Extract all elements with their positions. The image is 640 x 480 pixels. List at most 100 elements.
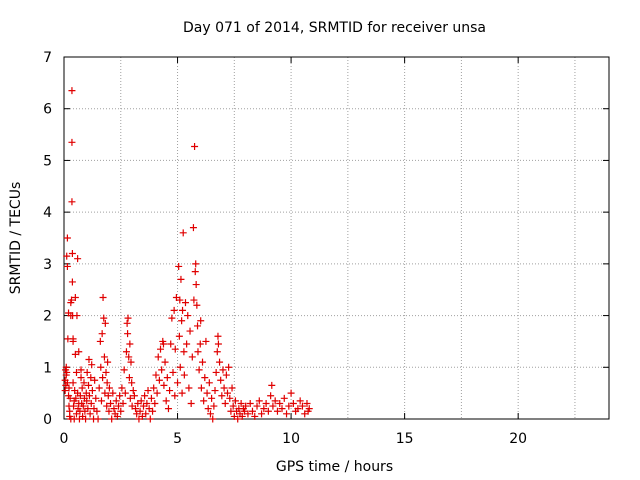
data-point [97,363,105,371]
data-point [70,402,78,410]
data-point [283,410,291,418]
data-point [193,301,201,309]
data-point [180,371,188,379]
data-point [167,340,175,348]
data-series-srmtid [61,87,313,423]
data-point [176,296,184,304]
data-point [63,368,71,376]
data-point [197,317,205,325]
data-point [124,314,132,322]
data-point [190,296,198,304]
data-point [136,407,144,415]
y-tick-label: 0 [43,412,52,428]
data-point [120,366,128,374]
data-point [105,384,113,392]
data-point [195,366,203,374]
data-point [92,394,100,402]
data-point [294,405,302,413]
data-point [187,399,195,407]
data-point [287,389,295,397]
data-point [185,384,193,392]
data-point [161,358,169,366]
data-point [181,299,189,307]
data-point [100,353,108,361]
data-point [95,384,103,392]
data-point [67,296,75,304]
data-point [255,397,263,405]
data-point [121,389,129,397]
data-point [119,399,127,407]
data-point [191,268,199,276]
data-point [103,379,111,387]
data-point [69,379,77,387]
data-point [262,399,270,407]
data-point [143,399,151,407]
y-tick-label: 4 [43,205,52,221]
data-point [271,397,279,405]
x-tick-label: 15 [396,431,414,447]
data-point [192,281,200,289]
data-point [85,381,93,389]
data-point [178,389,186,397]
data-point [63,234,71,242]
data-point [93,407,101,415]
data-point [160,381,168,389]
data-point [83,368,91,376]
data-point [234,415,242,423]
data-point [149,407,157,415]
y-tick-label: 3 [43,257,52,273]
data-point [222,371,230,379]
data-point [151,399,159,407]
data-point [68,138,76,146]
data-point [219,366,227,374]
data-point [68,198,76,206]
y-tick-label: 1 [43,360,52,376]
data-point [177,275,185,283]
data-point [278,405,286,413]
data-point [63,262,71,270]
data-point [260,405,268,413]
data-point [75,348,83,356]
data-point [73,312,81,320]
data-point [68,278,76,286]
data-point [76,392,84,400]
data-point [179,306,187,314]
data-point [105,407,113,415]
data-point [208,394,216,402]
data-point [228,384,236,392]
data-point [80,379,88,387]
data-point [109,389,117,397]
data-point [146,415,154,423]
data-point [242,402,250,410]
data-point [158,366,166,374]
data-point [203,389,211,397]
data-point [141,392,149,400]
data-point [289,399,297,407]
data-point [72,368,80,376]
data-point [202,337,210,345]
data-point [186,327,194,335]
data-point [218,392,226,400]
x-axis-ticks: 0 5 10 15 20 [60,57,527,447]
data-point [171,345,179,353]
data-point [244,410,252,418]
data-point [101,319,109,327]
data-point [96,337,104,345]
data-point [103,402,111,410]
data-point [153,389,161,397]
data-point [268,381,276,389]
y-tick-label: 7 [43,50,52,66]
data-point [175,262,183,270]
y-tick-label: 6 [43,102,52,118]
data-point [115,402,122,410]
data-point [305,405,313,413]
data-point [205,379,213,387]
data-point [117,407,125,415]
data-point [99,293,107,301]
data-point [191,142,199,150]
data-point [188,353,196,361]
data-point [229,402,237,410]
data-point [258,410,266,418]
data-point [251,412,259,420]
data-point [194,322,202,330]
